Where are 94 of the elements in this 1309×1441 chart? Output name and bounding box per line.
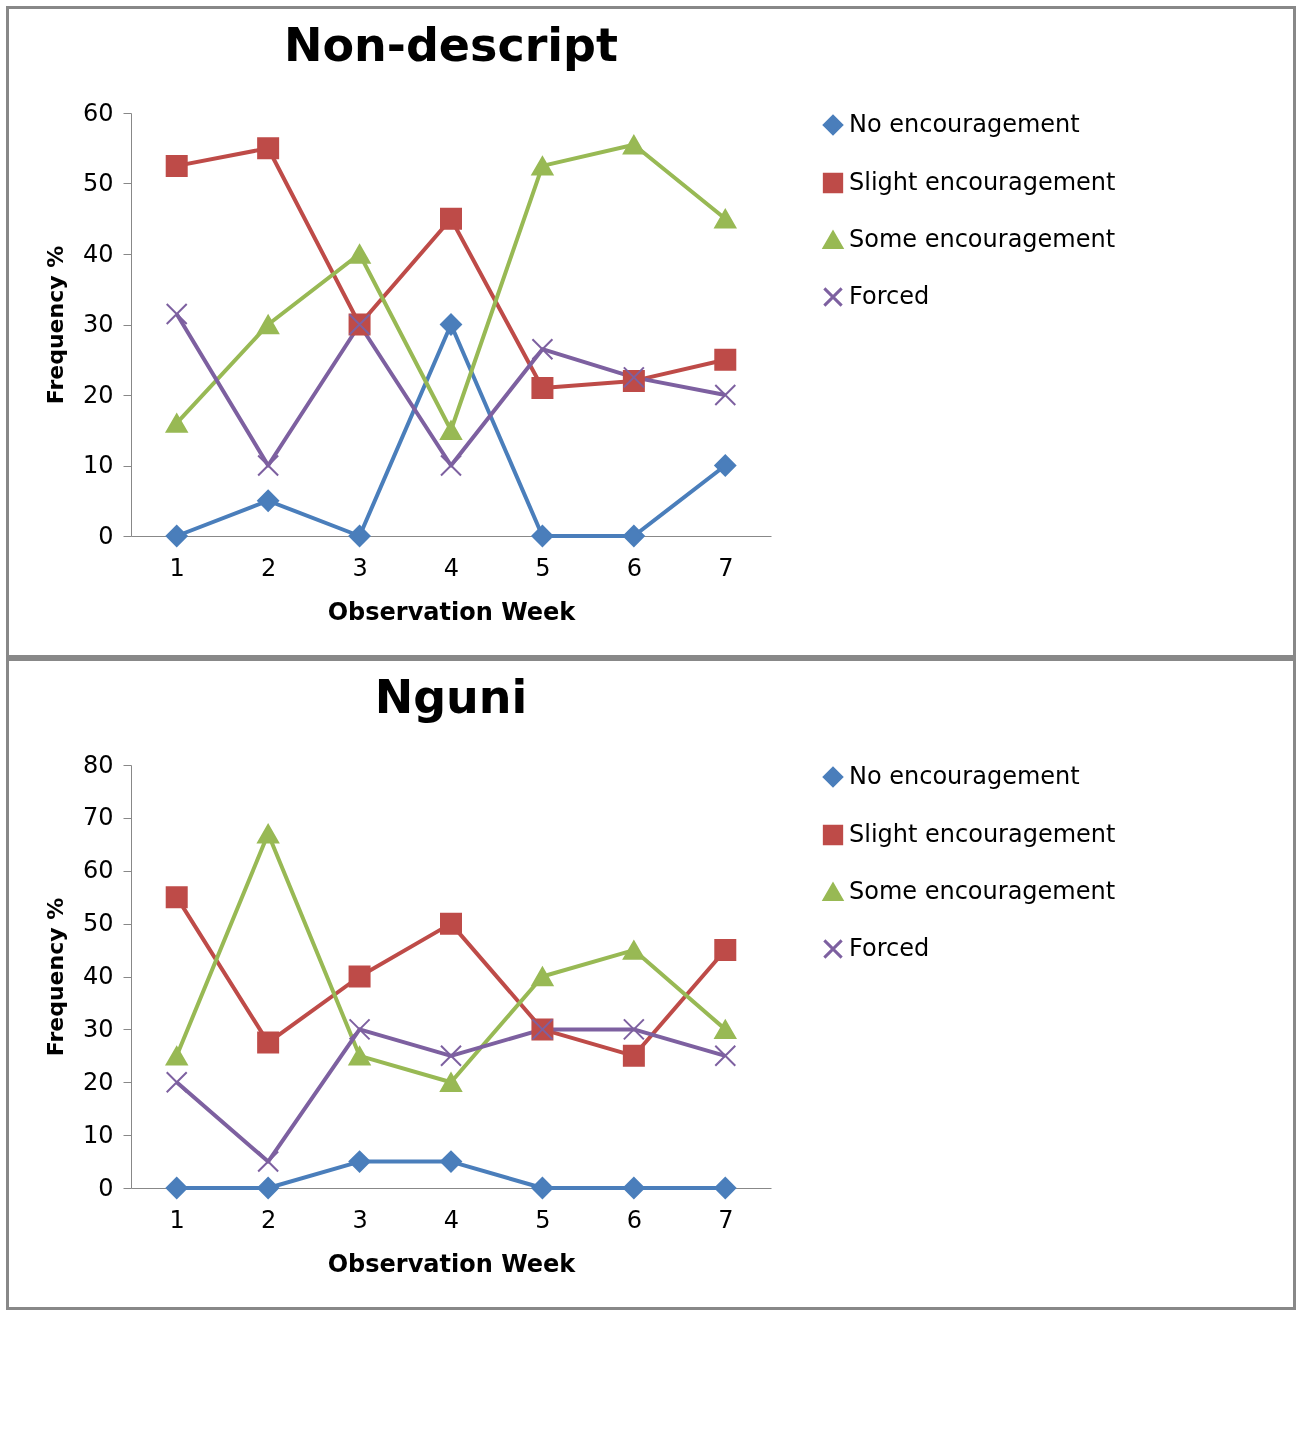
point <box>348 525 371 547</box>
point <box>257 1150 280 1173</box>
y-tick-label: 20 <box>82 380 114 409</box>
y-tick-label: 50 <box>82 909 114 938</box>
x-tick-label: 7 <box>718 553 734 582</box>
x-tick-label: 6 <box>626 1205 642 1234</box>
point <box>440 420 462 440</box>
point <box>714 384 737 406</box>
y-tick-label: 50 <box>82 169 114 197</box>
point <box>622 135 645 155</box>
legend-label: Slight encouragement <box>849 168 1116 196</box>
x-tick-label: 5 <box>535 1205 551 1234</box>
point <box>531 156 554 176</box>
point <box>257 314 280 335</box>
chart-title: Non-descript <box>283 18 619 72</box>
point <box>622 1044 645 1067</box>
legend-label: Forced <box>849 282 930 310</box>
point <box>531 966 554 987</box>
point <box>714 1177 737 1199</box>
x-tick-label: 6 <box>626 553 642 582</box>
point <box>714 1019 737 1040</box>
x-tick-label: 4 <box>443 1205 460 1234</box>
point <box>714 209 737 229</box>
y-tick-label: 60 <box>82 98 114 127</box>
point <box>714 939 737 962</box>
y-tick-label: 0 <box>98 1173 114 1202</box>
y-tick-label: 60 <box>82 856 114 885</box>
point <box>440 1150 462 1173</box>
point <box>348 965 371 988</box>
y-tick-label: 20 <box>82 1067 114 1096</box>
y-tick-label: 30 <box>82 1014 114 1043</box>
x-tick-label: 2 <box>261 553 277 582</box>
point <box>348 244 371 264</box>
point <box>257 824 280 844</box>
point <box>257 137 280 160</box>
point <box>165 1177 188 1199</box>
legend-label: Some encouragement <box>849 225 1116 253</box>
y-tick-label: 80 <box>82 750 114 779</box>
x-tick-label: 3 <box>352 553 368 582</box>
y-axis-title: Frequency % <box>42 245 68 405</box>
point <box>622 1177 645 1199</box>
x-tick-label: 4 <box>443 553 460 582</box>
x-tick-label: 3 <box>352 1205 368 1234</box>
point <box>257 1031 280 1054</box>
point <box>165 1046 188 1066</box>
point <box>165 413 188 433</box>
point <box>531 1177 554 1199</box>
x-tick-label: 5 <box>535 553 551 582</box>
point <box>714 454 737 477</box>
point <box>257 489 280 512</box>
y-tick-label: 70 <box>82 803 114 832</box>
point <box>440 313 462 336</box>
point <box>440 912 462 935</box>
point <box>165 154 188 177</box>
point <box>348 1046 371 1066</box>
point <box>348 1150 371 1173</box>
y-tick-label: 10 <box>82 1120 114 1149</box>
point <box>165 886 188 909</box>
point <box>622 1018 645 1041</box>
point <box>531 338 554 361</box>
point <box>622 525 645 547</box>
legend-label: No encouragement <box>849 762 1080 790</box>
y-tick-label: 10 <box>82 451 114 479</box>
point <box>165 525 188 547</box>
x-tick-label: 2 <box>261 1205 277 1234</box>
point <box>348 1018 371 1041</box>
point <box>257 1177 280 1199</box>
point <box>165 1071 188 1094</box>
y-tick-label: 40 <box>82 962 114 990</box>
y-tick-label: 30 <box>82 310 114 338</box>
x-axis-title: Observation Week <box>327 597 577 626</box>
x-tick-label: 7 <box>718 1205 734 1234</box>
point <box>440 1072 462 1092</box>
legend-label: Slight encouragement <box>849 820 1116 848</box>
x-axis-title: Observation Week <box>327 1249 577 1278</box>
point <box>257 454 280 477</box>
point <box>714 348 737 371</box>
point <box>165 302 188 325</box>
point <box>440 454 462 477</box>
y-tick-label: 0 <box>98 521 114 550</box>
point <box>622 940 645 960</box>
legend-label: Some encouragement <box>849 877 1116 905</box>
point <box>440 1044 462 1067</box>
x-tick-label: 1 <box>169 1205 185 1234</box>
point <box>440 207 462 230</box>
chart-title: Nguni <box>374 670 528 724</box>
y-axis-title: Frequency % <box>42 897 68 1057</box>
point <box>531 525 554 547</box>
y-tick-label: 40 <box>82 239 114 268</box>
x-tick-label: 1 <box>169 553 185 582</box>
legend-label: No encouragement <box>849 110 1080 138</box>
point <box>714 1044 737 1067</box>
point <box>531 376 554 399</box>
legend-label: Forced <box>849 934 930 962</box>
